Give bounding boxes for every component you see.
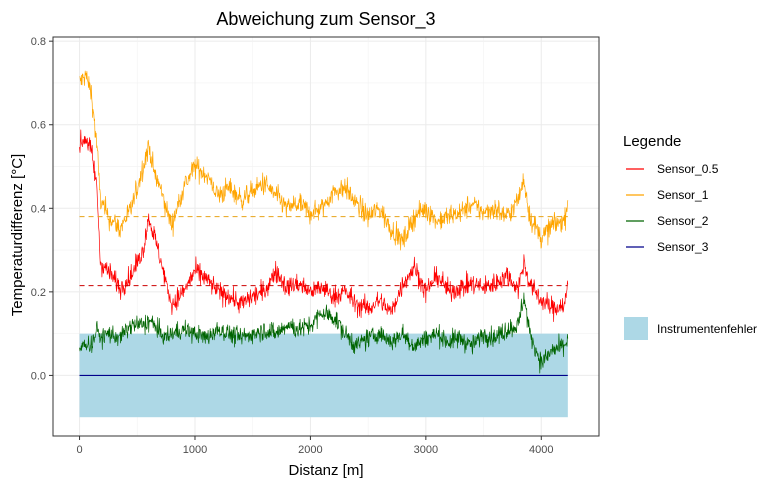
legend-item-sensor-3: Sensor_3 bbox=[626, 240, 709, 254]
x-tick-label: 0 bbox=[76, 444, 82, 456]
legend-items: Sensor_0.5 Sensor_1 Sensor_2 Sensor_3 bbox=[626, 162, 719, 254]
series-line-sensor-2 bbox=[79, 292, 569, 374]
legend-label: Sensor_2 bbox=[657, 214, 709, 228]
y-tick-label: 0.8 bbox=[31, 36, 46, 48]
y-axis: 0.0 0.2 0.4 0.6 0.8 bbox=[31, 36, 53, 382]
y-tick-label: 0.6 bbox=[31, 120, 46, 132]
plot-area bbox=[52, 36, 600, 437]
legend-item-sensor-0-5: Sensor_0.5 bbox=[626, 162, 719, 176]
y-tick-label: 0.0 bbox=[31, 370, 46, 382]
legend-key-band bbox=[624, 317, 648, 340]
x-tick-label: 3000 bbox=[414, 444, 438, 456]
legend-item-sensor-2: Sensor_2 bbox=[626, 214, 709, 228]
panel-border bbox=[52, 36, 600, 437]
legend-band: Instrumentenfehler bbox=[624, 317, 757, 340]
x-tick-label: 4000 bbox=[529, 444, 553, 456]
legend-label: Sensor_3 bbox=[657, 240, 709, 254]
legend-label-band: Instrumentenfehler bbox=[657, 322, 757, 336]
reference-lines bbox=[79, 216, 568, 287]
x-tick-label: 1000 bbox=[183, 444, 207, 456]
y-axis-title: Temperaturdifferenz [°C] bbox=[9, 154, 26, 316]
x-axis-title: Distanz [m] bbox=[288, 462, 363, 479]
x-axis: 0 1000 2000 3000 4000 bbox=[76, 436, 554, 456]
series-line-sensor-0-5 bbox=[79, 129, 569, 322]
x-tick-label: 2000 bbox=[298, 444, 322, 456]
legend-item-sensor-1: Sensor_1 bbox=[626, 188, 709, 202]
chart-title: Abweichung zum Sensor_3 bbox=[216, 9, 435, 30]
series-layer bbox=[79, 70, 569, 376]
y-tick-label: 0.4 bbox=[31, 203, 46, 215]
y-tick-label: 0.2 bbox=[31, 287, 46, 299]
legend-label: Sensor_1 bbox=[657, 188, 709, 202]
legend: Legende Sensor_0.5Sensor_1Sensor_2Sensor… bbox=[623, 133, 757, 340]
legend-title: Legende bbox=[623, 133, 681, 150]
series-line-sensor-1 bbox=[79, 70, 569, 251]
legend-label: Sensor_0.5 bbox=[657, 162, 719, 176]
